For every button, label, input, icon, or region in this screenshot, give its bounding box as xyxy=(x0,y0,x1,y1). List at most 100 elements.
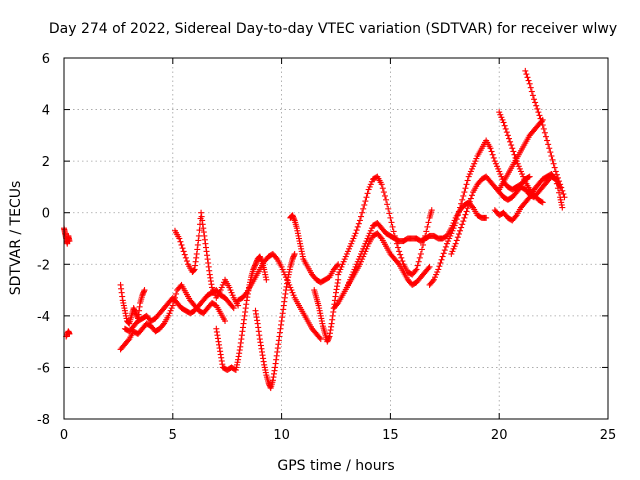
data-point xyxy=(536,112,543,119)
data-point xyxy=(350,235,357,242)
data-point xyxy=(531,96,538,103)
data-point xyxy=(452,240,459,247)
data-point xyxy=(229,292,236,299)
data-point xyxy=(559,187,566,194)
data-point xyxy=(378,181,385,188)
data-point xyxy=(541,129,548,136)
data-point xyxy=(469,165,475,172)
data-point xyxy=(178,241,185,248)
data-point xyxy=(464,205,471,212)
y-axis-title: SDTVAR / TECUs xyxy=(8,181,24,296)
data-point xyxy=(351,232,358,239)
data-point xyxy=(344,248,351,255)
data-point xyxy=(450,225,457,232)
data-point xyxy=(425,265,432,272)
data-point xyxy=(388,219,395,226)
data-point xyxy=(532,99,539,106)
data-point xyxy=(460,192,467,199)
data-point xyxy=(228,289,235,296)
data-point xyxy=(433,271,440,278)
y-tick-label: -6 xyxy=(37,361,50,376)
data-point xyxy=(452,220,459,227)
data-point xyxy=(353,261,360,268)
data-point xyxy=(176,235,183,242)
data-point xyxy=(195,232,202,239)
data-point xyxy=(165,312,172,319)
data-point xyxy=(443,240,450,247)
data-point xyxy=(356,253,363,260)
data-point xyxy=(514,160,521,167)
data-point xyxy=(510,148,517,155)
data-point xyxy=(552,168,559,175)
data-point xyxy=(453,237,460,244)
data-point xyxy=(538,198,545,205)
data-point xyxy=(356,217,363,224)
data-point xyxy=(395,259,402,266)
data-point xyxy=(549,156,556,163)
data-point xyxy=(445,238,452,245)
data-point xyxy=(348,274,355,281)
data-point xyxy=(160,321,167,328)
data-point xyxy=(448,250,455,257)
data-point xyxy=(210,287,217,294)
data-point xyxy=(168,305,175,312)
data-point xyxy=(182,254,189,261)
data-point xyxy=(461,214,468,221)
y-tick-label: -4 xyxy=(37,310,50,325)
data-point xyxy=(498,114,505,121)
data-point xyxy=(489,151,496,158)
data-point xyxy=(226,284,233,291)
data-point xyxy=(551,164,558,171)
data-point xyxy=(334,301,341,308)
data-point xyxy=(344,281,351,288)
chart-title: Day 274 of 2022, Sidereal Day-to-day VTE… xyxy=(49,21,617,37)
data-point xyxy=(347,276,354,283)
data-point xyxy=(354,223,361,230)
data-point xyxy=(467,168,474,175)
data-point xyxy=(364,190,371,197)
data-point xyxy=(363,238,370,245)
data-point xyxy=(539,199,546,206)
data-point xyxy=(354,258,361,265)
data-point xyxy=(430,276,437,283)
data-point xyxy=(380,189,387,196)
data-point xyxy=(386,210,393,217)
data-point xyxy=(540,125,547,132)
data-point xyxy=(377,234,384,241)
data-point xyxy=(470,163,477,170)
data-point xyxy=(457,204,464,211)
data-point xyxy=(501,122,508,129)
data-point xyxy=(426,263,433,270)
data-point xyxy=(495,165,502,172)
data-point xyxy=(516,165,523,172)
data-point xyxy=(347,243,354,250)
x-tick-label: 0 xyxy=(60,428,68,443)
data-point xyxy=(465,201,472,208)
data-point xyxy=(179,245,186,252)
data-point xyxy=(316,334,323,341)
data-point xyxy=(473,155,480,162)
data-point xyxy=(437,259,444,266)
data-point xyxy=(397,251,404,258)
data-point xyxy=(169,302,176,309)
x-tick-label: 5 xyxy=(169,428,177,443)
data-point xyxy=(515,163,522,170)
data-point xyxy=(505,135,512,142)
data-point xyxy=(367,227,374,234)
data-point xyxy=(561,194,568,201)
data-point xyxy=(361,243,368,250)
data-point xyxy=(339,261,346,268)
data-point xyxy=(488,148,495,155)
data-point xyxy=(432,274,439,281)
data-point xyxy=(365,232,372,239)
data-point xyxy=(395,244,402,251)
data-point xyxy=(196,227,203,234)
data-point xyxy=(349,238,356,245)
data-point xyxy=(466,198,473,205)
data-point xyxy=(349,271,356,278)
data-point xyxy=(533,102,540,109)
data-point xyxy=(383,196,390,203)
data-point xyxy=(166,310,173,317)
data-point xyxy=(365,186,372,193)
data-point xyxy=(522,67,529,74)
